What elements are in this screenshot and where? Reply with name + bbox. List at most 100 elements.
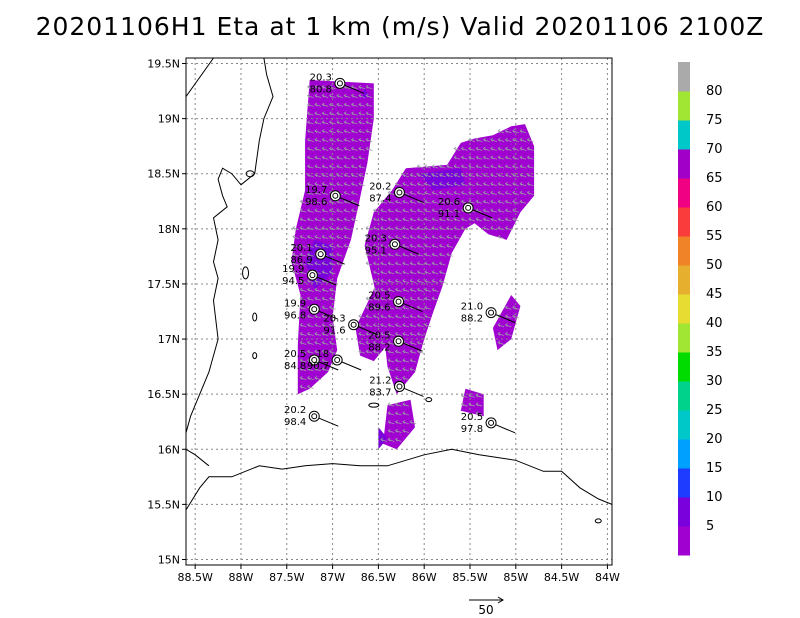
wind-vector [438, 217, 446, 222]
wind-vector [292, 226, 300, 231]
wind-vector [321, 155, 329, 160]
wind-vector [306, 375, 314, 381]
wind-vector [490, 164, 497, 169]
wind-vector [482, 181, 490, 187]
station-value: 96.8 [284, 310, 306, 321]
wind-vector [446, 164, 453, 169]
wind-vector [299, 278, 307, 284]
wind-vector [306, 164, 314, 169]
wind-vector [350, 137, 358, 143]
x-tick-label: 88W [229, 571, 254, 584]
wind-vector [446, 208, 453, 213]
wind-vector [402, 261, 409, 266]
wind-vector [468, 164, 475, 169]
wind-vector [504, 137, 512, 143]
wind-vector [453, 226, 461, 231]
wind-vector [438, 164, 446, 169]
wind-vector [497, 173, 505, 178]
wind-vector [497, 129, 505, 134]
wind-vector [409, 181, 417, 187]
wind-vector [314, 137, 322, 143]
wind-vector [292, 261, 300, 266]
wind-vector [314, 217, 322, 222]
wind-vector [475, 393, 483, 398]
wind-vector [402, 217, 409, 222]
wind-vector [490, 173, 497, 178]
colorbar-bin-4 [678, 410, 690, 440]
wind-vector [306, 243, 314, 248]
wind-vector [431, 270, 439, 275]
wind-vector [336, 129, 344, 134]
colorbar-label: 30 [706, 374, 723, 389]
wind-vector [299, 270, 307, 275]
wind-vector [460, 226, 468, 231]
station-marker-inner [395, 298, 402, 305]
y-axis-ticks: 19.5N 19N 18.5N 18N 17.5N 17N 16.5N 16N 15.5N 15N [147, 58, 186, 566]
wind-vector [512, 129, 519, 134]
wind-vector [350, 102, 358, 107]
wind-vector [497, 155, 505, 160]
wind-vector [328, 305, 336, 310]
wind-vector [380, 199, 388, 204]
wind-vector [328, 120, 336, 125]
wind-vector [438, 199, 446, 204]
wind-vector [387, 428, 395, 434]
colorbar-bin-5 [678, 381, 690, 411]
wind-vector [504, 331, 512, 337]
wind-vector [358, 181, 366, 187]
wind-vector [306, 314, 314, 319]
wind-vector [416, 278, 424, 284]
wind-vector [526, 146, 534, 151]
wind-vector [299, 367, 307, 372]
wind-vector [504, 217, 512, 222]
station-marker-inner [311, 356, 318, 363]
wind-vector [387, 367, 395, 372]
wind-vector [394, 278, 402, 284]
wind-vector [306, 296, 314, 301]
wind-vector [387, 340, 395, 345]
y-tick-label: 19N [158, 113, 180, 126]
echo-region-4 [492, 295, 521, 351]
wind-vector [409, 226, 417, 231]
wind-vector [328, 226, 336, 231]
wind-vector [482, 164, 490, 169]
wind-vector [343, 137, 351, 143]
wind-vector [387, 349, 395, 354]
wind-vector [314, 190, 322, 195]
wind-vector [350, 181, 358, 187]
wind-vector [358, 129, 366, 134]
wind-vector [372, 349, 380, 354]
wind-vector [453, 234, 461, 240]
wind-vector [438, 243, 446, 248]
wind-vector [343, 146, 351, 151]
wind-vector [321, 270, 329, 275]
wind-vector [512, 208, 519, 213]
wind-vector [482, 137, 490, 143]
wind-vector [306, 367, 314, 372]
wind-vector [431, 164, 439, 169]
colorbar-bin-1 [678, 497, 690, 527]
wind-vector [350, 208, 358, 213]
station-temp: 18 [316, 349, 329, 360]
wind-vector [497, 340, 505, 345]
wind-vector [350, 84, 358, 90]
wind-vector [460, 173, 468, 178]
wind-vector [328, 243, 336, 248]
station-temp: 20.6 [438, 197, 460, 208]
wind-vector [365, 243, 373, 248]
wind-vector [468, 181, 475, 187]
wind-vector [314, 375, 322, 381]
station-temp: 20.5 [368, 330, 390, 341]
station-value: 84.8 [284, 361, 306, 372]
wind-vector [387, 287, 395, 292]
wind-vector [321, 234, 329, 240]
wind-vector [299, 199, 307, 204]
wind-vector [446, 199, 453, 204]
station-marker [485, 307, 497, 319]
island-6 [594, 518, 602, 524]
wind-vector [336, 243, 344, 248]
wind-vector [328, 199, 336, 204]
wind-vector [402, 402, 409, 407]
wind-vector [416, 261, 424, 266]
wind-vector [365, 323, 373, 328]
